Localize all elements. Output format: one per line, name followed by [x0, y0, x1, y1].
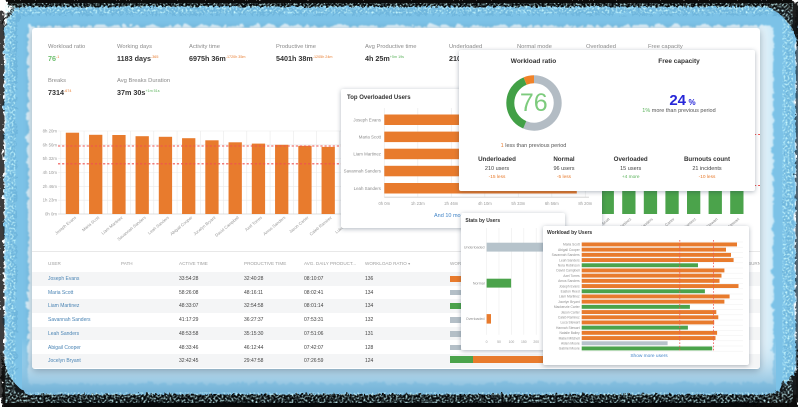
svg-text:Savannah Sanders: Savannah Sanders — [552, 253, 580, 257]
svg-text:David Campbell: David Campbell — [214, 215, 240, 238]
svg-text:Easton Reed: Easton Reed — [561, 290, 580, 294]
svg-text:Caleb Ramirez: Caleb Ramirez — [558, 316, 580, 320]
svg-text:Mabel Mitchell: Mabel Mitchell — [559, 336, 580, 340]
svg-text:Axel Torres: Axel Torres — [244, 215, 263, 232]
svg-text:4h 10m: 4h 10m — [43, 170, 58, 175]
svg-text:Caleb Ramirez: Caleb Ramirez — [308, 215, 332, 237]
svg-text:Jocelyn Bryant: Jocelyn Bryant — [558, 300, 580, 304]
svg-text:Joseph Evans: Joseph Evans — [353, 117, 381, 122]
svg-text:Nora Robinson: Nora Robinson — [558, 264, 580, 268]
svg-text:Maria Scott: Maria Scott — [81, 214, 101, 232]
svg-text:Maria Scott: Maria Scott — [359, 135, 382, 140]
svg-text:2h 46m: 2h 46m — [444, 201, 458, 206]
svg-text:Abigail Cooper: Abigail Cooper — [169, 215, 194, 237]
svg-text:Leah Sanders: Leah Sanders — [559, 258, 580, 262]
svg-text:Liam Martinez: Liam Martinez — [100, 215, 123, 236]
svg-text:2h 46m: 2h 46m — [43, 184, 58, 189]
svg-text:100: 100 — [509, 340, 515, 344]
svg-text:David Campbell: David Campbell — [556, 269, 580, 273]
svg-text:Joseph Evans: Joseph Evans — [54, 215, 77, 236]
svg-text:Jason Carter: Jason Carter — [288, 215, 310, 235]
svg-text:Hannah Stewart: Hannah Stewart — [556, 326, 580, 330]
svg-text:6h 56m: 6h 56m — [43, 142, 58, 147]
svg-text:Natalie Bailey: Natalie Bailey — [560, 331, 581, 335]
svg-text:150: 150 — [521, 340, 527, 344]
svg-text:Aiden Moore: Aiden Moore — [561, 342, 580, 346]
svg-text:Underloaded: Underloaded — [464, 246, 485, 250]
svg-text:Liam Martinez: Liam Martinez — [353, 152, 381, 157]
svg-text:Overloaded: Overloaded — [466, 317, 485, 321]
svg-text:0h 0m: 0h 0m — [378, 201, 390, 206]
svg-text:8h 20m: 8h 20m — [578, 201, 592, 206]
svg-text:Abigail Cooper: Abigail Cooper — [558, 248, 581, 252]
svg-text:Liam Martinez: Liam Martinez — [559, 295, 580, 299]
svg-text:Leah Sanders: Leah Sanders — [354, 186, 382, 191]
svg-text:Amos Sanders: Amos Sanders — [558, 279, 580, 283]
svg-text:50: 50 — [497, 340, 501, 344]
svg-text:0: 0 — [486, 340, 488, 344]
svg-text:0h 0m: 0h 0m — [45, 212, 57, 217]
svg-text:Normal: Normal — [473, 282, 485, 286]
svg-text:Axel Torres: Axel Torres — [563, 274, 580, 278]
svg-text:5h 33m: 5h 33m — [511, 201, 525, 206]
svg-text:4h 10m: 4h 10m — [478, 201, 492, 206]
svg-text:Gabriel Moore: Gabriel Moore — [559, 347, 580, 351]
svg-text:Leah Sanders: Leah Sanders — [147, 215, 170, 236]
svg-text:200: 200 — [533, 340, 539, 344]
svg-text:Maria Scott: Maria Scott — [563, 243, 580, 247]
svg-text:Mackenzie Carter: Mackenzie Carter — [554, 305, 581, 309]
svg-text:1h 23m: 1h 23m — [43, 198, 58, 203]
svg-text:Amos Sanders: Amos Sanders — [262, 215, 286, 236]
svg-text:Jason Carter: Jason Carter — [561, 310, 581, 314]
svg-text:8h 20m: 8h 20m — [43, 129, 58, 134]
svg-text:Luca Stewart: Luca Stewart — [560, 321, 579, 325]
svg-text:1h 23m: 1h 23m — [411, 201, 425, 206]
svg-text:5h 32m: 5h 32m — [43, 156, 58, 161]
svg-text:Joseph Evans: Joseph Evans — [559, 284, 580, 288]
svg-text:Savannah Sanders: Savannah Sanders — [344, 169, 382, 174]
svg-text:6h 56m: 6h 56m — [545, 201, 559, 206]
